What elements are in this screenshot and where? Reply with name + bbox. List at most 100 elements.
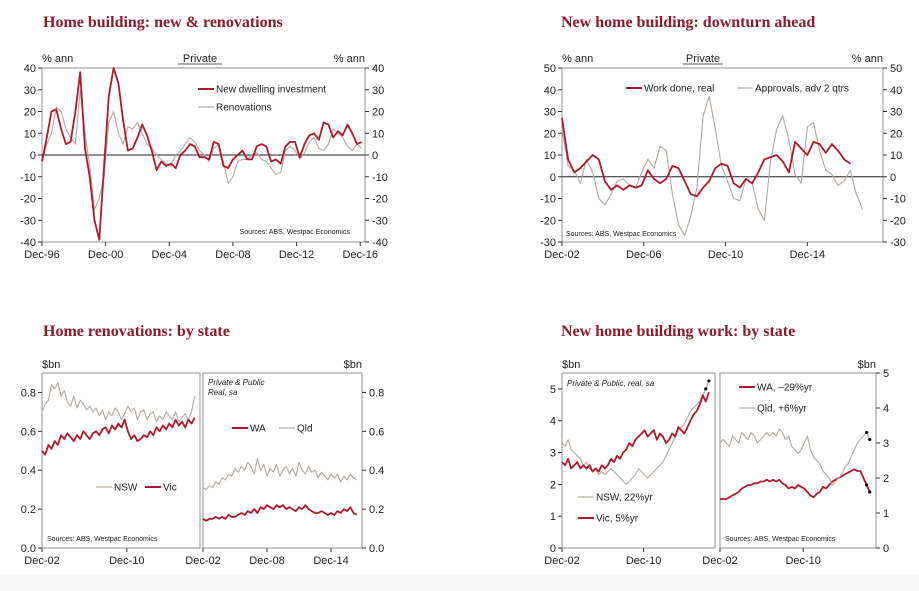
c2-y-right-label-3: 20 — [890, 128, 902, 140]
c3-y-right-label-0: 0.8 — [369, 387, 384, 399]
c3-y-right-label-2: 0.4 — [369, 465, 384, 477]
c2-y-left-title: % ann — [562, 53, 593, 65]
c3-y-left-label-0: 0.8 — [21, 387, 36, 399]
c1-y-right-label-8: -40 — [372, 237, 388, 249]
c4-x-right-label-0: Dec-02 — [702, 555, 737, 567]
c3-x-right-label-0: Dec-02 — [185, 555, 220, 567]
c1-legend-1-label: Renovations — [216, 103, 272, 114]
c2-x-label-3: Dec-14 — [790, 249, 825, 261]
c3-y-right-label-4: 0.0 — [369, 543, 384, 555]
c2-legend-1-label: Approvals, adv 2 qtrs — [755, 84, 849, 95]
c4-source: Sources: ABS, Westpac Economics — [725, 536, 836, 543]
c2-y-left-label-5: 0 — [550, 172, 556, 184]
c4-right-series-line-1 — [719, 428, 871, 486]
c1-x-label-0: Dec-96 — [24, 249, 59, 261]
c2-y-right-label-7: -20 — [890, 215, 906, 227]
c2-series-line-0 — [561, 117, 851, 198]
c3-y-left-label-1: 0.6 — [21, 426, 36, 438]
c4-legend-nsw-label: NSW, 22%yr — [596, 493, 653, 504]
c2-y-right-label-2: 30 — [890, 107, 902, 119]
c2-x-label-0: Dec-02 — [544, 249, 579, 261]
page-footer-band — [0, 575, 919, 591]
c2-y-right-label-6: -10 — [890, 194, 906, 206]
c4-y-right-label-2: 3 — [883, 438, 889, 450]
c4-legend-wa-label: WA, –29%yr — [757, 383, 813, 394]
c4-right-frame — [719, 372, 877, 549]
c1-y-right-label-0: 40 — [372, 63, 384, 75]
c4-y-left-label-4: 1 — [550, 511, 556, 523]
c3-source: Sources: ABS, Westpac Economics — [47, 536, 158, 543]
c1-y-left-label-0: 40 — [24, 63, 36, 75]
c4-y-right-label-1: 4 — [883, 403, 889, 415]
c4-y-left-label-2: 3 — [550, 448, 556, 460]
c1-y-left-label-6: -20 — [20, 194, 36, 206]
c4-right-end-dot-wa-1 — [865, 483, 869, 487]
c1-x-label-4: Dec-12 — [279, 249, 314, 261]
chart-title-home-renovations: Home renovations: by state — [43, 323, 230, 340]
c2-y-left-label-7: -20 — [540, 215, 556, 227]
c3-y-right-label-1: 0.6 — [369, 426, 384, 438]
c1-y-right-title: % ann — [334, 53, 365, 65]
c4-left-frame — [561, 372, 716, 549]
c1-subtitle: Private — [183, 53, 217, 65]
c1-series-line-1 — [41, 89, 363, 210]
c3-y-left-label-3: 0.2 — [21, 504, 36, 516]
c2-x-label-1: Dec-06 — [626, 249, 661, 261]
c3-left-series-line-0 — [41, 382, 196, 423]
c4-y-right-label-3: 2 — [883, 473, 889, 485]
c2-subtitle: Private — [686, 53, 720, 65]
c2-legend-0-label: Work done, real — [644, 84, 714, 95]
c1-x-label-2: Dec-04 — [152, 249, 187, 261]
c1-y-right-label-4: 0 — [372, 150, 378, 162]
c1-y-left-label-2: 20 — [24, 107, 36, 119]
c3-note-line-0: Private & Public — [208, 378, 264, 387]
c4-right-series-line-0 — [720, 468, 871, 500]
c3-legend-wa-label: WA — [250, 424, 266, 435]
c4-legend-vic-label: Vic, 5%yr — [596, 514, 639, 525]
c2-y-right-label-5: 0 — [890, 172, 896, 184]
c4-left-series-line-1 — [561, 391, 710, 473]
c1-y-right-label-3: 10 — [372, 128, 384, 140]
c2-y-left-label-4: 10 — [544, 150, 556, 162]
c2-x-label-2: Dec-10 — [708, 249, 743, 261]
c3-right-series-line-0 — [202, 504, 358, 522]
c1-y-left-label-5: -10 — [20, 172, 36, 184]
c3-right-frame — [202, 372, 363, 549]
c1-source: Sources: ABS, Westpac Economics — [240, 229, 351, 236]
c4-x-left-label-1: Dec-10 — [626, 555, 661, 567]
c1-y-right-label-5: -10 — [372, 172, 388, 184]
c1-x-label-5: Dec-16 — [342, 249, 377, 261]
c3-x-right-label-1: Dec-08 — [249, 555, 284, 567]
c2-y-left-label-8: -30 — [540, 237, 556, 249]
c3-x-left-label-0: Dec-02 — [24, 555, 59, 567]
c4-note: Private & Public, real, sa — [567, 379, 655, 388]
c2-y-left-label-6: -10 — [540, 194, 556, 206]
chart-title-home-building: Home building: new & renovations — [43, 14, 283, 31]
c4-right-end-dot-qld-1 — [865, 430, 869, 435]
c4-y-right-label-4: 1 — [883, 508, 889, 520]
c4-right-end-dot-qld-0 — [868, 437, 872, 442]
c2-y-left-label-2: 30 — [544, 107, 556, 119]
c3-y-left-label-4: 0.0 — [21, 543, 36, 555]
c3-note-line-1: Real, sa — [208, 388, 238, 397]
c3-legend-nsw-label: NSW — [114, 483, 138, 494]
c3-right-series-line-1 — [202, 458, 357, 491]
c2-y-left-label-1: 40 — [544, 85, 556, 97]
c1-series-line-0 — [41, 67, 363, 241]
c4-y-right-label-5: 0 — [883, 543, 889, 555]
c2-y-left-label-0: 50 — [544, 63, 556, 75]
c3-left-frame — [41, 372, 201, 549]
c4-x-left-label-0: Dec-02 — [544, 555, 579, 567]
c2-series-line-1 — [561, 95, 864, 237]
c4-y-left-label-0: 5 — [550, 384, 556, 396]
chart-title-building-work-state: New home building work: by state — [561, 323, 796, 340]
c1-x-label-3: Dec-08 — [215, 249, 250, 261]
c1-y-right-label-1: 30 — [372, 85, 384, 97]
c1-y-left-label-3: 10 — [24, 128, 36, 140]
c1-y-left-title: % ann — [42, 53, 73, 65]
c3-x-right-label-2: Dec-14 — [313, 555, 348, 567]
c4-y-right-title: $bn — [858, 359, 876, 371]
c1-y-left-label-1: 30 — [24, 85, 36, 97]
c4-y-right-label-0: 5 — [883, 368, 889, 380]
